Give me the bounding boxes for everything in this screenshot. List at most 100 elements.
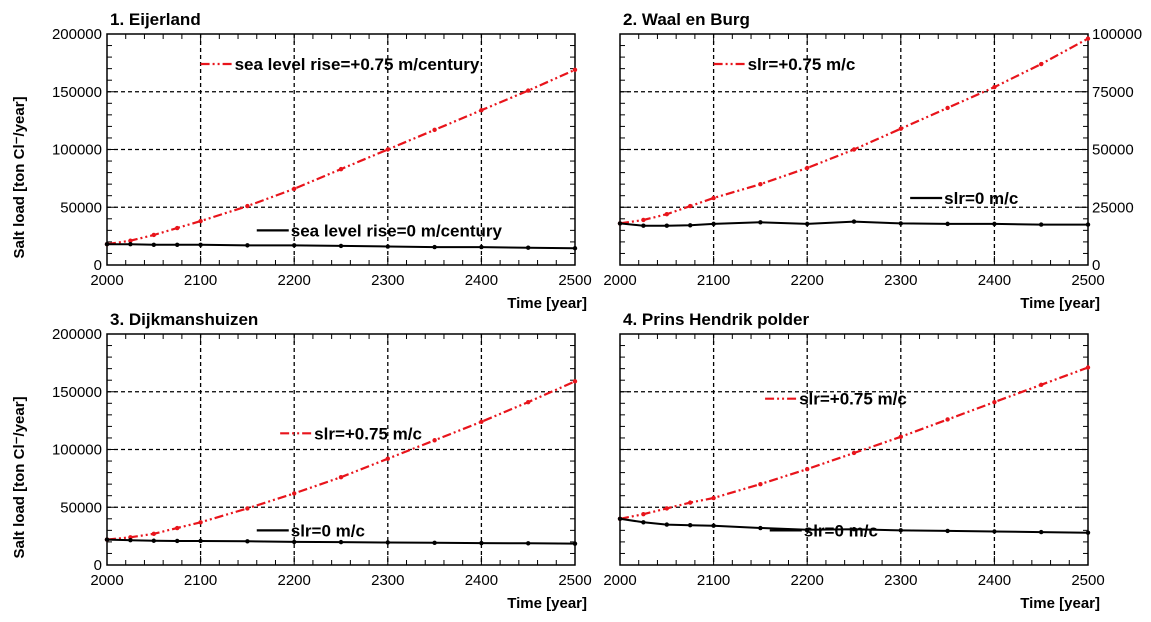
x-tick-label: 2300: [884, 572, 917, 589]
plot-frame: [106, 33, 576, 266]
chart-panel: 2000 2100 2200 2300 2400 2500 0 50000 100000 1500…: [11, 10, 592, 312]
data-point: [572, 379, 578, 384]
data-point: [338, 166, 344, 172]
data-point: [198, 242, 203, 247]
data-point: [1039, 382, 1044, 388]
x-tick-label: 2200: [278, 572, 311, 589]
x-tick-label: 2400: [978, 572, 1011, 589]
data-point: [104, 537, 110, 542]
data-point: [898, 434, 903, 439]
data-point: [385, 244, 390, 249]
data-point: [641, 511, 646, 517]
data-point: [688, 500, 693, 505]
legend-label: sea level rise=0 m/century: [291, 221, 503, 240]
data-point: [664, 522, 669, 527]
data-point: [526, 88, 531, 93]
x-axis-label: Time [year]: [1020, 595, 1100, 612]
legend-label: slr=0 m/c: [804, 521, 878, 540]
x-tick-label: 2000: [90, 572, 123, 589]
data-point: [992, 84, 997, 90]
data-point: [245, 506, 250, 511]
data-point: [711, 221, 716, 227]
data-point: [688, 203, 693, 209]
data-point: [805, 165, 810, 171]
x-tick-label: 2000: [603, 272, 636, 289]
data-point: [572, 541, 578, 546]
x-tick-label: 2500: [558, 272, 591, 289]
x-tick-label: 2200: [278, 272, 311, 289]
data-point: [385, 147, 390, 152]
data-point: [664, 211, 669, 217]
x-tick-label: 2500: [558, 572, 591, 589]
y-tick-label: 0: [94, 557, 102, 574]
data-point: [1085, 530, 1091, 535]
x-tick-label: 2300: [884, 272, 917, 289]
data-point: [479, 244, 484, 250]
data-point: [526, 541, 531, 546]
x-tick-label: 2100: [697, 572, 730, 589]
data-point: [1085, 222, 1091, 227]
y-tick-label: 25000: [1092, 199, 1134, 216]
data-point: [245, 539, 250, 544]
data-point: [688, 522, 693, 528]
series-line: [106, 68, 576, 246]
x-tick-label: 2300: [371, 272, 404, 289]
data-point: [526, 399, 531, 405]
data-point: [898, 528, 903, 533]
data-point: [292, 539, 297, 545]
data-point: [617, 516, 623, 521]
data-point: [292, 243, 297, 248]
chart-panel: 2000 2100 2200 2300 2400 25000 25000 50000 75000…: [603, 10, 1142, 312]
data-point: [338, 539, 344, 545]
data-point: [1085, 365, 1091, 370]
data-point: [432, 244, 437, 250]
data-point: [128, 537, 133, 543]
legend-label: slr=+0.75 m/c: [314, 424, 422, 443]
x-axis-label: Time [year]: [507, 595, 587, 612]
data-point: [175, 525, 180, 531]
y-tick-label: 200000: [52, 326, 102, 343]
data-point: [479, 419, 484, 424]
y-axis-label: Salt load [ton Cl⁻/year]: [11, 96, 28, 258]
data-point: [479, 108, 484, 113]
data-point: [617, 221, 623, 226]
plot-frame: [619, 33, 1089, 266]
data-point: [1039, 61, 1044, 67]
legend-label: slr=+0.75 m/c: [748, 55, 856, 74]
legend-label: sea level rise=+0.75 m/century: [235, 55, 480, 74]
legend-label: slr=0 m/c: [944, 189, 1018, 208]
x-tick-label: 2500: [1071, 272, 1104, 289]
data-point: [292, 491, 297, 496]
y-tick-label: 100000: [1092, 26, 1142, 43]
data-point: [128, 242, 133, 247]
data-point: [711, 495, 716, 501]
data-point: [664, 223, 669, 228]
data-point: [1039, 529, 1044, 535]
y-tick-label: 50000: [1092, 142, 1134, 159]
x-tick-label: 2200: [791, 272, 824, 289]
panel-title: 2. Waal en Burg: [623, 10, 750, 29]
data-point: [1039, 222, 1044, 227]
x-axis-label: Time [year]: [1020, 295, 1100, 312]
data-point: [711, 523, 716, 528]
data-point: [758, 525, 763, 531]
panel-title: 1. Eijerland: [110, 10, 201, 29]
data-point: [945, 105, 950, 111]
y-tick-label: 0: [1092, 257, 1100, 274]
x-tick-label: 2100: [184, 272, 217, 289]
data-point: [151, 538, 156, 543]
data-point: [898, 221, 903, 226]
data-point: [664, 506, 669, 511]
data-point: [128, 238, 133, 243]
chart-panel: 2000 2100 2200 2300 2400 2500 4. Prins Hendrik…: [603, 310, 1104, 612]
series-line: [106, 380, 576, 541]
y-tick-label: 200000: [52, 26, 102, 43]
legend-label: slr=+0.75 m/c: [799, 390, 907, 409]
data-point: [851, 147, 857, 152]
data-point: [688, 223, 693, 228]
data-point: [198, 538, 203, 544]
x-tick-label: 2200: [791, 572, 824, 589]
legend-label: slr=0 m/c: [291, 521, 365, 540]
